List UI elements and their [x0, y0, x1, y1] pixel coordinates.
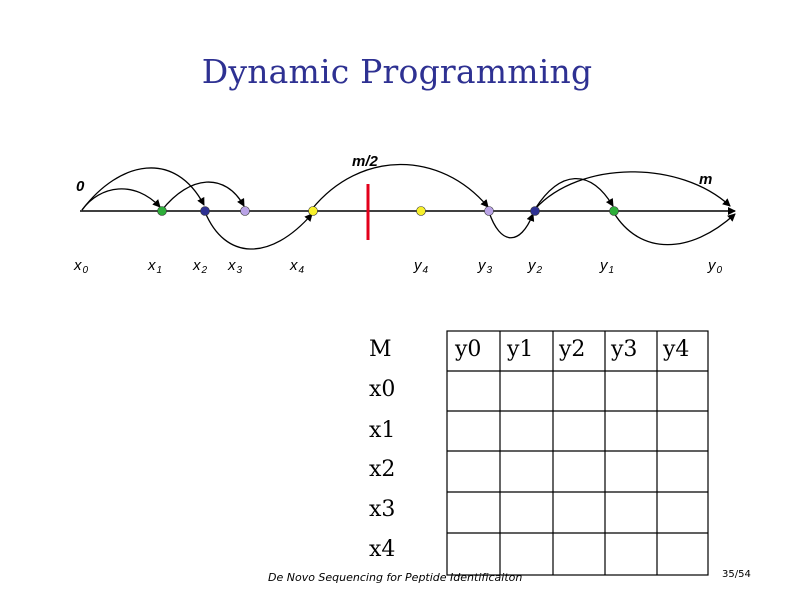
axis-end-label: m — [699, 171, 713, 188]
peak-y4-dot — [416, 206, 426, 216]
arc-y3-to-y2 — [488, 211, 535, 239]
table-row-header: x2 — [369, 457, 396, 482]
y-label-2: y2 — [528, 257, 543, 276]
table-column-header: y3 — [611, 337, 638, 362]
table-column-header: y2 — [559, 337, 586, 362]
footer-text: De Novo Sequencing for Peptide Identific… — [268, 571, 523, 584]
table-row-header: x4 — [369, 537, 396, 562]
slide-title: Dynamic Programming — [201, 52, 593, 91]
table-column-header: y4 — [663, 337, 690, 362]
x-label-0: x0 — [74, 257, 89, 276]
arc-y2-to-m — [534, 171, 731, 210]
table-row-header: x3 — [369, 497, 396, 522]
peak-x1-dot — [157, 206, 167, 216]
peak-x3-dot — [240, 206, 250, 216]
peak-y1-dot — [609, 206, 619, 216]
dp-table-grid — [446, 330, 709, 576]
arc-x1-to-x3 — [161, 181, 245, 211]
y-label-3: y3 — [478, 257, 493, 276]
arc-x2-to-x4 — [204, 211, 313, 250]
table-column-header: y0 — [455, 337, 482, 362]
peak-x4-dot — [308, 206, 318, 216]
arc-x3-to-y3 — [311, 163, 489, 210]
page-number: 35/54 — [722, 569, 751, 580]
peak-y2-dot — [530, 206, 540, 216]
midpoint-label: m/2 — [352, 153, 378, 170]
x-label-2: x2 — [193, 257, 208, 276]
table-corner-label: M — [369, 337, 392, 362]
x-label-3: x3 — [228, 257, 243, 276]
y-label-0: y0 — [708, 257, 723, 276]
y-label-1: y1 — [600, 257, 615, 276]
table-column-header: y1 — [507, 337, 534, 362]
x-label-1: x1 — [148, 257, 163, 276]
arc-y1-to-m — [613, 212, 736, 246]
arc-y2-to-y1 — [534, 178, 614, 210]
axis-start-label: 0 — [76, 178, 85, 195]
arc-0-to-x1 — [81, 188, 161, 211]
table-row-header: x1 — [369, 418, 396, 443]
arc-0-to-x2 — [81, 167, 205, 211]
table-row-header: x0 — [369, 377, 396, 402]
peak-y3-dot — [484, 206, 494, 216]
peak-x2-dot — [200, 206, 210, 216]
y-label-4: y4 — [414, 257, 429, 276]
x-label-4: x4 — [290, 257, 305, 276]
